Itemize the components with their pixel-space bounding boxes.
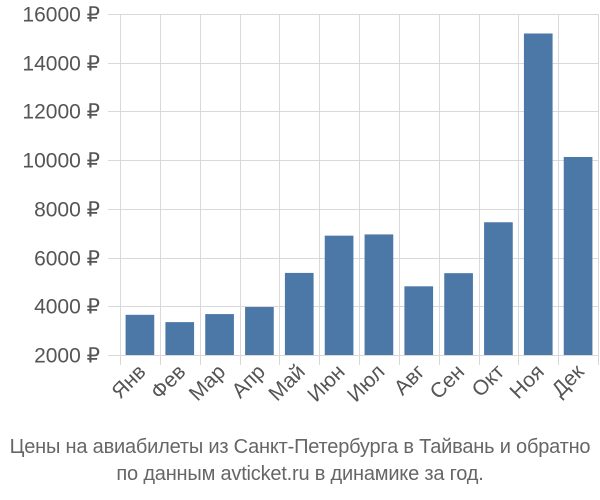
x-tick-label: Июл: [343, 360, 389, 406]
x-tick-label: Июн: [303, 360, 349, 406]
x-tick-label: Дек: [548, 360, 590, 402]
bar: [125, 314, 155, 355]
y-tick-label: 12000 ₽: [22, 101, 100, 124]
bar: [284, 272, 314, 355]
x-tick-label: Ноя: [505, 360, 548, 403]
chart-caption-line-2: по данным avticket.ru в динамике за год.: [116, 463, 484, 485]
bar: [245, 307, 274, 355]
x-tick-label: Апр: [227, 360, 269, 402]
x-tick-label: Мар: [185, 360, 230, 405]
y-tick-label: 10000 ₽: [22, 150, 100, 173]
x-tick-label: Фев: [147, 360, 191, 404]
x-tick-label: Сен: [426, 360, 469, 403]
bar: [165, 322, 195, 355]
x-tick-label: Янв: [107, 360, 150, 403]
y-tick-label: 6000 ₽: [34, 248, 100, 271]
x-tick-label: Май: [264, 360, 309, 405]
bar: [324, 235, 354, 355]
bar: [563, 156, 593, 355]
bar: [404, 286, 434, 355]
bar: [364, 234, 394, 355]
x-tick-label: Авг: [390, 360, 430, 400]
y-tick-label: 8000 ₽: [34, 199, 100, 222]
bar: [523, 33, 553, 355]
chart-caption-line-1: Цены на авиабилеты из Санкт-Петербурга в…: [9, 436, 591, 458]
y-tick-label: 2000 ₽: [34, 345, 100, 368]
bar: [205, 314, 234, 355]
y-tick-label: 4000 ₽: [34, 296, 100, 319]
bar: [444, 273, 473, 355]
y-tick-label: 16000 ₽: [22, 4, 100, 27]
x-tick-label: Окт: [468, 360, 510, 402]
y-tick-label: 14000 ₽: [22, 53, 100, 76]
bar: [484, 222, 513, 355]
price-bar-chart: 2000 ₽ 4000 ₽ 6000 ₽ 8000 ₽ 10000 ₽ 12000 ₽ 14…: [22, 4, 599, 407]
